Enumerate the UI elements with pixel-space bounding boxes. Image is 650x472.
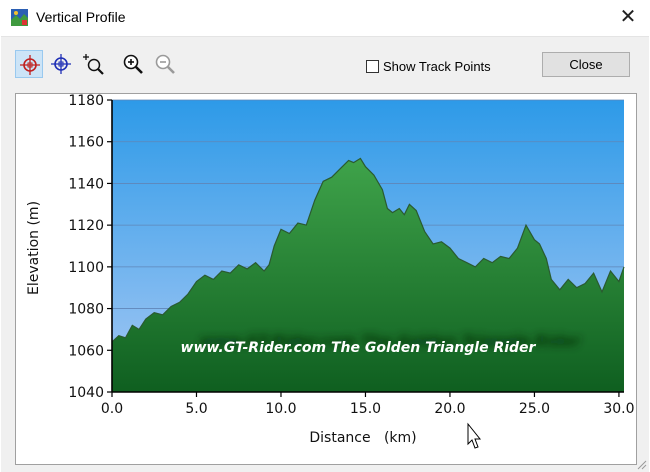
y-tick-label: 1100: [68, 260, 104, 276]
y-tick-label: 1040: [68, 385, 104, 401]
crosshair-red-icon: [20, 55, 40, 75]
show-track-points-checkbox[interactable]: [366, 59, 379, 73]
x-tick-label: 0.0: [101, 401, 123, 417]
y-tick-label: 1160: [68, 135, 104, 151]
crosshair-blue-tool-button[interactable]: [47, 50, 75, 78]
y-tick-label: 1180: [68, 93, 104, 109]
x-tick-label: 20.0: [434, 401, 465, 417]
x-tick-label: 5.0: [185, 401, 207, 417]
show-track-points-toggle[interactable]: Show Track Points: [366, 57, 491, 75]
x-tick-label: 30.0: [603, 401, 634, 417]
elevation-profile-chart: www.GT-Rider.com The Golden Triangle Rid…: [26, 93, 635, 449]
zoom-out-icon: [155, 54, 175, 74]
x-tick-label: 15.0: [350, 401, 381, 417]
watermark-shadow: www.GT-Rider.com The Golden Triangle Rid…: [200, 332, 582, 350]
x-tick-label: 25.0: [519, 401, 550, 417]
zoom-in-icon: [123, 54, 143, 74]
zoom-out-tool-button[interactable]: [151, 50, 179, 78]
map-app-icon: [11, 9, 28, 26]
mouse-cursor-icon: [467, 422, 482, 449]
y-tick-label: 1120: [68, 218, 104, 234]
y-axis-label: Elevation (m): [26, 201, 42, 295]
title-bar: Vertical Profile ✕: [0, 0, 650, 36]
x-axis-label: Distance (km): [309, 430, 416, 446]
x-tick-label: 10.0: [265, 401, 296, 417]
window-title: Vertical Profile: [36, 9, 126, 25]
crosshair-red-tool-button[interactable]: [15, 50, 43, 78]
zoom-in-tool-button[interactable]: [119, 50, 147, 78]
close-button[interactable]: Close: [542, 52, 630, 77]
y-tick-label: 1080: [68, 302, 104, 318]
y-tick-label: 1060: [68, 343, 104, 359]
show-track-points-label: Show Track Points: [383, 58, 491, 74]
crosshair-blue-icon: [51, 54, 71, 74]
resize-grip-icon[interactable]: [635, 458, 647, 470]
zoom-plus-cursor-tool-button[interactable]: [79, 50, 107, 78]
elevation-area: [112, 158, 624, 392]
y-tick-label: 1140: [68, 176, 104, 192]
close-icon[interactable]: ✕: [619, 6, 637, 28]
elevation-line: [111, 157, 625, 343]
watermark-text: www.GT-Rider.com The Golden Triangle Rid…: [181, 340, 537, 356]
zoom-plus-cursor-icon: [83, 54, 104, 75]
